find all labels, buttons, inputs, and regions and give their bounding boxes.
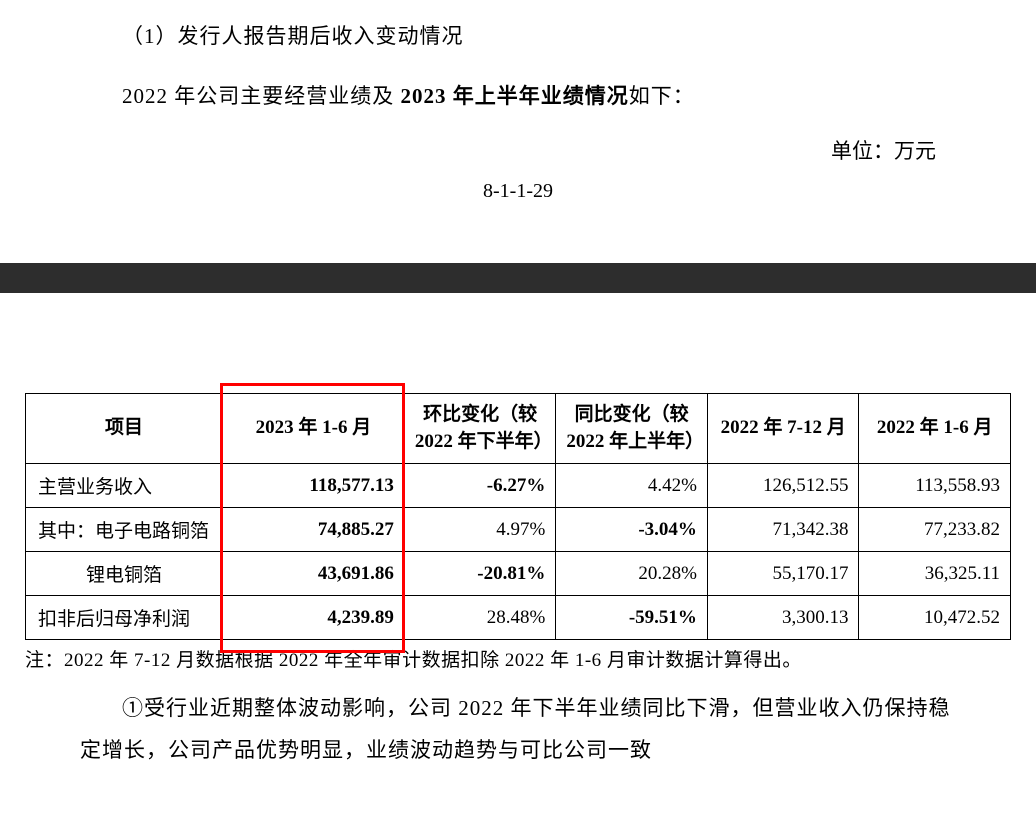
cell-yoy: 4.42%	[556, 464, 708, 508]
cell-qoq: 4.97%	[404, 508, 556, 552]
intro-prefix: 2022 年公司主要经营业绩及	[122, 84, 401, 108]
table-row: 主营业务收入118,577.13-6.27%4.42%126,512.55113…	[26, 464, 1011, 508]
cell-2023h1: 4,239.89	[223, 596, 405, 640]
table-row: 其中：电子电路铜箔74,885.274.97%-3.04%71,342.3877…	[26, 508, 1011, 552]
cell-item: 锂电铜箔	[26, 552, 223, 596]
page-number: 8-1-1-29	[80, 180, 956, 203]
cell-qoq: -20.81%	[404, 552, 556, 596]
cell-yoy: -59.51%	[556, 596, 708, 640]
table-note: 注：2022 年 7-12 月数据根据 2022 年全年审计数据扣除 2022 …	[0, 640, 1036, 672]
cell-2022h2: 55,170.17	[707, 552, 859, 596]
cell-2022h2: 126,512.55	[707, 464, 859, 508]
cell-qoq: 28.48%	[404, 596, 556, 640]
intro-bold: 2023 年上半年业绩情况	[401, 84, 629, 108]
cell-2022h1: 36,325.11	[859, 552, 1011, 596]
footer-paragraph: ①受行业近期整体波动影响，公司 2022 年下半年业绩同比下滑，但营业收入仍保持…	[0, 672, 1036, 771]
section-heading: （1）发行人报告期后收入变动情况	[80, 20, 956, 50]
table-header-row: 项目 2023 年 1-6 月 环比变化（较 2022 年下半年） 同比变化（较…	[26, 394, 1011, 464]
cell-item: 主营业务收入	[26, 464, 223, 508]
cell-2023h1: 118,577.13	[223, 464, 405, 508]
unit-label: 单位：万元	[80, 135, 956, 165]
table-row: 锂电铜箔43,691.86-20.81%20.28%55,170.1736,32…	[26, 552, 1011, 596]
col-header-yoy: 同比变化（较 2022 年上半年）	[556, 394, 708, 464]
cell-yoy: -3.04%	[556, 508, 708, 552]
cell-2023h1: 74,885.27	[223, 508, 405, 552]
page-divider	[0, 263, 1036, 293]
cell-item: 其中：电子电路铜箔	[26, 508, 223, 552]
col-header-qoq: 环比变化（较 2022 年下半年）	[404, 394, 556, 464]
cell-yoy: 20.28%	[556, 552, 708, 596]
table-body: 主营业务收入118,577.13-6.27%4.42%126,512.55113…	[26, 464, 1011, 640]
table-row: 扣非后归母净利润4,239.8928.48%-59.51%3,300.1310,…	[26, 596, 1011, 640]
cell-2022h2: 3,300.13	[707, 596, 859, 640]
cell-2022h1: 10,472.52	[859, 596, 1011, 640]
intro-suffix: 如下：	[629, 84, 695, 108]
cell-item: 扣非后归母净利润	[26, 596, 223, 640]
cell-2022h2: 71,342.38	[707, 508, 859, 552]
cell-2022h1: 77,233.82	[859, 508, 1011, 552]
cell-2022h1: 113,558.93	[859, 464, 1011, 508]
cell-qoq: -6.27%	[404, 464, 556, 508]
intro-paragraph: 2022 年公司主要经营业绩及 2023 年上半年业绩情况如下：	[80, 80, 956, 110]
col-header-2022h2: 2022 年 7-12 月	[707, 394, 859, 464]
cell-2023h1: 43,691.86	[223, 552, 405, 596]
col-header-item: 项目	[26, 394, 223, 464]
col-header-2023h1: 2023 年 1-6 月	[223, 394, 405, 464]
col-header-2022h1: 2022 年 1-6 月	[859, 394, 1011, 464]
financial-table: 项目 2023 年 1-6 月 环比变化（较 2022 年下半年） 同比变化（较…	[25, 393, 1011, 640]
financial-table-wrapper: 项目 2023 年 1-6 月 环比变化（较 2022 年下半年） 同比变化（较…	[0, 393, 1036, 640]
